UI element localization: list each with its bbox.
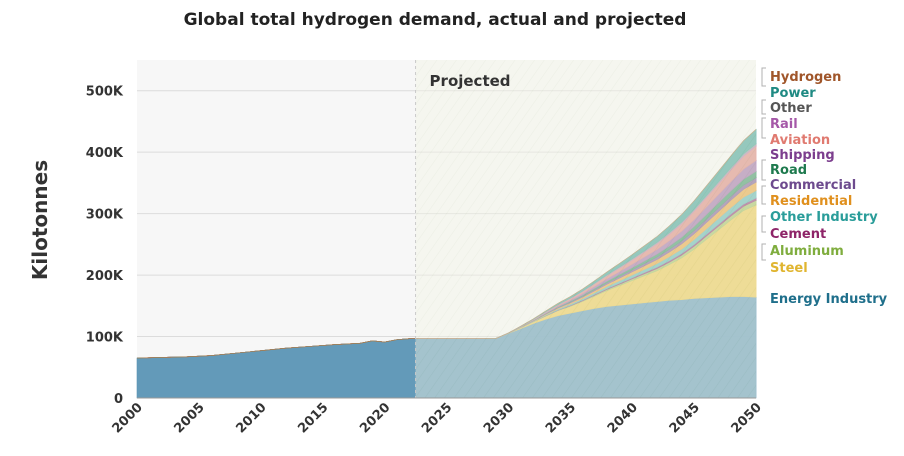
x-tick-2005: 2005 bbox=[172, 400, 208, 436]
x-tick-2020: 2020 bbox=[357, 400, 393, 436]
x-tick-2040: 2040 bbox=[605, 400, 641, 436]
projected-hatch bbox=[415, 60, 756, 398]
y-tick-1: 100K bbox=[86, 331, 124, 346]
legend-road: Road bbox=[770, 163, 807, 178]
y-tick-2: 200K bbox=[86, 269, 124, 284]
legend-energy-industry: Energy Industry bbox=[770, 292, 888, 307]
x-tick-2050: 2050 bbox=[729, 400, 765, 436]
projected-label: Projected bbox=[430, 72, 511, 90]
legend-hydrogen: Hydrogen bbox=[770, 70, 841, 85]
legend-bracket-2 bbox=[761, 117, 766, 139]
y-tick-4: 400K bbox=[86, 146, 124, 161]
legend-aviation: Aviation bbox=[770, 133, 830, 148]
y-axis-label: Kilotonnes bbox=[28, 160, 52, 280]
projected-region: Projected bbox=[415, 60, 756, 398]
legend-bracket-1 bbox=[761, 99, 766, 115]
y-tick-0: 0 bbox=[114, 392, 123, 407]
legend-cement: Cement bbox=[770, 227, 826, 242]
y-tick-5: 500K bbox=[86, 85, 124, 100]
x-tick-2030: 2030 bbox=[481, 400, 517, 436]
legend-shipping: Shipping bbox=[770, 148, 835, 163]
x-tick-2010: 2010 bbox=[233, 400, 269, 436]
legend-other-industry: Other Industry bbox=[770, 210, 878, 225]
x-tick-2045: 2045 bbox=[667, 400, 703, 436]
legend-aluminum: Aluminum bbox=[770, 244, 844, 259]
legend-bracket-3 bbox=[761, 159, 766, 181]
legend-power: Power bbox=[770, 86, 816, 101]
y-tick-3: 300K bbox=[86, 208, 124, 223]
legend-commercial: Commercial bbox=[770, 178, 856, 193]
x-tick-2015: 2015 bbox=[295, 400, 331, 436]
legend-residential: Residential bbox=[770, 194, 852, 209]
x-tick-2035: 2035 bbox=[543, 400, 579, 436]
legend-bracket-4 bbox=[761, 185, 766, 205]
x-tick-2025: 2025 bbox=[419, 400, 455, 436]
legend-other: Other bbox=[770, 101, 812, 116]
legend-bracket-6 bbox=[761, 243, 766, 261]
x-tick-labels: 2000 2005 2010 2015 2020 2025 2030 2035 2040 2045… bbox=[110, 400, 765, 436]
legend-steel: Steel bbox=[770, 261, 808, 276]
legend-rail: Rail bbox=[770, 117, 798, 132]
y-tick-labels: 0 100K 200K 300K 400K 500K bbox=[86, 85, 124, 407]
chart-title: Global total hydrogen demand, actual and… bbox=[184, 10, 687, 30]
legend: HydrogenPowerOtherRailAviationShippingRo… bbox=[761, 67, 888, 307]
legend-bracket-0 bbox=[761, 67, 766, 87]
legend-bracket-5 bbox=[761, 215, 766, 233]
